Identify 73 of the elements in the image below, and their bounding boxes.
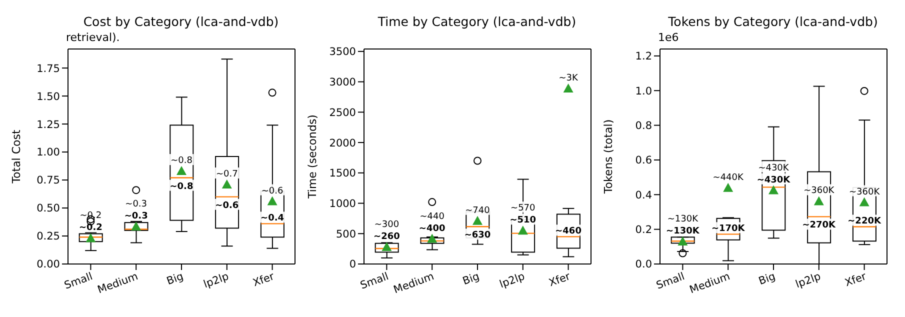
x-tick-label: Xfer xyxy=(251,270,277,290)
x-tick-label: Xfer xyxy=(843,270,869,290)
chart-title: Cost by Category (lca-and-vdb) xyxy=(82,14,280,31)
annotation: ~430K xyxy=(758,163,790,174)
x-tick-label: Big xyxy=(757,270,778,288)
annotation: ~460 xyxy=(555,226,582,237)
annotation: ~220K xyxy=(848,216,882,227)
annotation: ~130K xyxy=(666,226,700,236)
y-axis-title: Time (seconds) xyxy=(306,114,319,200)
annotation: ~3K xyxy=(558,73,579,84)
y-tick-label: 1.75 xyxy=(36,62,60,75)
y-tick-label: 0.00 xyxy=(36,258,60,271)
annotation: ~260 xyxy=(374,232,400,242)
y-tick-label: 0.25 xyxy=(36,230,60,243)
y-tick-label: 0 xyxy=(349,258,356,271)
annotation: ~570 xyxy=(510,204,536,214)
annotation: ~630 xyxy=(464,230,491,241)
y-axis-title: Tokens (total) xyxy=(602,119,615,195)
x-tick-label: lp2lp xyxy=(498,270,527,291)
y-tick-label: 0.6 xyxy=(635,154,652,167)
x-tick-label: Small xyxy=(358,270,390,292)
annotation: ~440 xyxy=(420,212,445,222)
y-tick-label: 1500 xyxy=(329,168,356,180)
annotation: ~740 xyxy=(465,206,490,216)
annotation: ~130K xyxy=(667,214,700,224)
y-tick-label: 1.50 xyxy=(36,90,60,103)
annotation: ~0.4 xyxy=(260,214,284,224)
annotation: ~360K xyxy=(804,186,836,196)
y-tick-label: 0.8 xyxy=(635,120,652,132)
annotation: ~0.6 xyxy=(215,200,239,211)
annotation: ~440K xyxy=(712,172,745,183)
annotation: ~0.6 xyxy=(261,186,284,196)
annotation: ~430K xyxy=(756,175,792,186)
annotation: ~0.3 xyxy=(124,211,148,222)
x-tick-label: Big xyxy=(165,270,186,288)
y-tick-label: 2000 xyxy=(329,137,356,150)
y-tick-label: 1.0 xyxy=(635,85,652,98)
x-tick-label: Big xyxy=(461,270,482,288)
annotation: ~0.3 xyxy=(125,199,148,210)
x-tick-label: lp2lp xyxy=(202,270,231,291)
annotation: ~0.2 xyxy=(80,211,102,222)
chart-title: Time by Category (lca-and-vdb) xyxy=(376,14,578,31)
chart-title: Tokens by Category (lca-and-vdb) xyxy=(667,14,879,31)
y-tick-label: 1000 xyxy=(329,198,356,210)
x-tick-label: lp2lp xyxy=(794,270,823,291)
x-tick-label: Small xyxy=(654,270,686,292)
y-tick-label: 0.75 xyxy=(36,174,60,187)
x-tick-label: Small xyxy=(62,270,94,292)
y-tick-label: 0.0 xyxy=(635,258,652,271)
y-axis-title: Total Cost xyxy=(10,129,23,184)
annotation: ~170K xyxy=(711,224,746,234)
y-tick-label: 3000 xyxy=(329,76,356,89)
annotation: ~300 xyxy=(374,220,400,230)
y-tick-label: 1.2 xyxy=(635,50,652,63)
annotation: ~360K xyxy=(848,187,881,198)
y-tick-label: 0.4 xyxy=(635,189,652,202)
annotation: ~510 xyxy=(510,216,536,226)
x-tick-label: Xfer xyxy=(547,270,573,290)
y-tick-label: 1.25 xyxy=(36,118,60,131)
y-tick-label: 3500 xyxy=(329,46,356,58)
annotation: ~270K xyxy=(802,220,837,231)
y-tick-label: 0.50 xyxy=(36,202,60,215)
text: 1e6 xyxy=(658,31,679,44)
annotation: ~0.8 xyxy=(170,182,194,192)
text: retrieval). xyxy=(66,31,120,44)
annotation: ~0.2 xyxy=(78,223,102,234)
annotation: ~0.7 xyxy=(216,169,238,180)
annotation: ~0.8 xyxy=(170,156,193,166)
y-tick-label: 500 xyxy=(336,228,356,240)
y-tick-label: 0.2 xyxy=(635,224,652,236)
y-tick-label: 2500 xyxy=(329,106,356,119)
y-tick-label: 1.00 xyxy=(36,146,60,159)
annotation: ~400 xyxy=(418,224,446,234)
